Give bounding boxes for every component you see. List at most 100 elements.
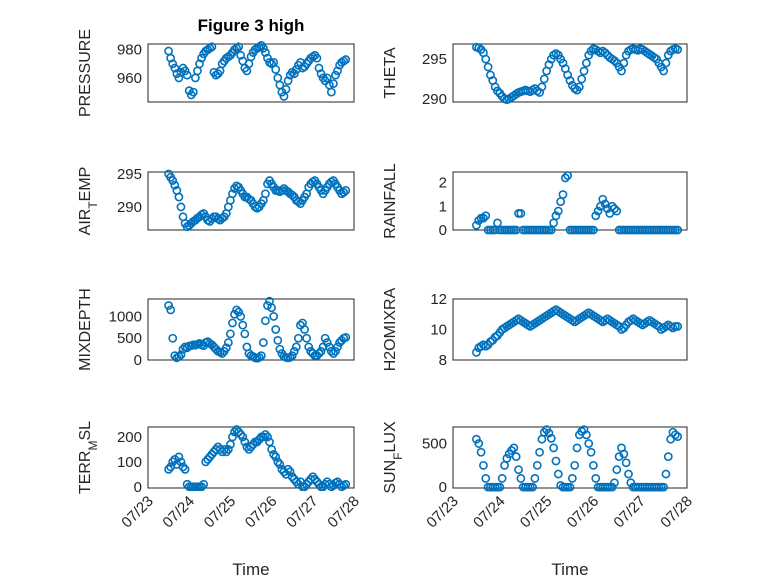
- data-point: [300, 325, 309, 334]
- data-point: [471, 434, 481, 444]
- data-point: [481, 474, 491, 483]
- data-point: [277, 186, 287, 195]
- data-point: [228, 189, 237, 199]
- data-point: [261, 430, 270, 439]
- data-point: [495, 482, 505, 492]
- data-point: [565, 482, 575, 492]
- y-tick-label: 1000: [109, 308, 142, 325]
- data-point: [172, 69, 182, 79]
- data-point: [328, 349, 338, 358]
- data-point: [261, 189, 270, 199]
- data-point: [619, 449, 629, 459]
- data-point: [341, 55, 351, 64]
- data-point: [577, 74, 587, 84]
- x-tick-label: 07/25: [517, 493, 556, 532]
- data-point: [236, 50, 246, 60]
- data-point: [546, 433, 556, 443]
- y-axis-label: AIRTEMP: [77, 167, 100, 236]
- y-axis-label: H2OMIXRA: [382, 287, 399, 371]
- data-point: [663, 452, 673, 462]
- data-point: [287, 351, 297, 361]
- subplot-grid: 960 980 PRESSURE 290 295 THETA 290 295 AIRTEMP 0 1…: [77, 29, 696, 579]
- data-point: [271, 452, 281, 462]
- y-tick-label: 500: [117, 330, 142, 347]
- data-point: [174, 192, 184, 202]
- data-point: [476, 447, 486, 457]
- data-point: [197, 482, 206, 492]
- data-point: [341, 332, 351, 342]
- data-point: [626, 478, 636, 488]
- data-point: [581, 58, 591, 68]
- data-point: [316, 346, 326, 356]
- data-point: [659, 482, 668, 492]
- data-point: [234, 307, 244, 317]
- data-point: [624, 469, 633, 479]
- data-point: [574, 82, 584, 92]
- data-point: [471, 220, 481, 230]
- data-point: [314, 63, 324, 73]
- data-point: [304, 342, 314, 352]
- y-tick-label: 0: [439, 479, 447, 496]
- data-point: [572, 443, 582, 453]
- data-point: [271, 65, 281, 74]
- axes-frame: [452, 426, 688, 489]
- data-point: [619, 58, 629, 68]
- data-point: [661, 469, 671, 479]
- data-point: [528, 482, 537, 492]
- data-point: [673, 225, 683, 235]
- data-point: [168, 333, 178, 343]
- axes-frame: [452, 298, 688, 361]
- y-axis-label: RAINFALL: [382, 163, 399, 239]
- data-point: [263, 432, 272, 442]
- data-point: [341, 186, 351, 195]
- data-point: [509, 443, 519, 453]
- data-point: [219, 445, 229, 454]
- data-point: [610, 56, 619, 66]
- data-point: [289, 69, 299, 79]
- data-point: [471, 347, 481, 357]
- data-point: [589, 460, 598, 470]
- data-point: [240, 329, 250, 339]
- data-point: [322, 338, 332, 347]
- data-point: [271, 325, 281, 334]
- data-point: [291, 342, 301, 352]
- data-point: [551, 211, 561, 221]
- data-point: [273, 335, 283, 345]
- data-point: [328, 79, 338, 89]
- data-point: [281, 84, 291, 94]
- data-point: [180, 464, 190, 474]
- data-point: [207, 42, 217, 52]
- data-point: [170, 180, 180, 190]
- data-point: [225, 329, 235, 339]
- data-point: [607, 482, 617, 492]
- data-point: [479, 213, 488, 223]
- y-tick-label: 10: [430, 322, 447, 339]
- y-tick-label: 200: [117, 429, 142, 446]
- data-point: [563, 171, 573, 180]
- data-point: [164, 301, 173, 310]
- data-point: [285, 467, 295, 477]
- data-point: [223, 445, 233, 454]
- data-point: [221, 447, 231, 457]
- x-tick-label: 07/23: [118, 493, 157, 532]
- data-point: [600, 48, 610, 58]
- data-point: [176, 457, 186, 467]
- data-point: [579, 425, 589, 435]
- y-tick-label: 0: [134, 352, 142, 369]
- data-point: [497, 474, 507, 483]
- data-point: [537, 82, 547, 92]
- data-point: [263, 53, 272, 63]
- subplot-7: 07/23 07/24 07/25 07/26 07/27 07/28 0 100 200 TER…: [77, 421, 363, 579]
- data-point: [570, 460, 580, 470]
- y-tick-label: 8: [439, 352, 447, 369]
- data-point: [553, 206, 563, 216]
- x-tick-label: 07/24: [159, 493, 198, 532]
- data-point: [283, 76, 293, 86]
- data-point: [234, 42, 244, 52]
- data-point: [269, 312, 279, 321]
- data-point: [502, 453, 512, 463]
- data-point: [558, 190, 568, 199]
- data-point: [612, 465, 622, 475]
- subplot-5: 0 500 1000 MIXDEPTH: [77, 288, 355, 371]
- data-point: [481, 211, 491, 221]
